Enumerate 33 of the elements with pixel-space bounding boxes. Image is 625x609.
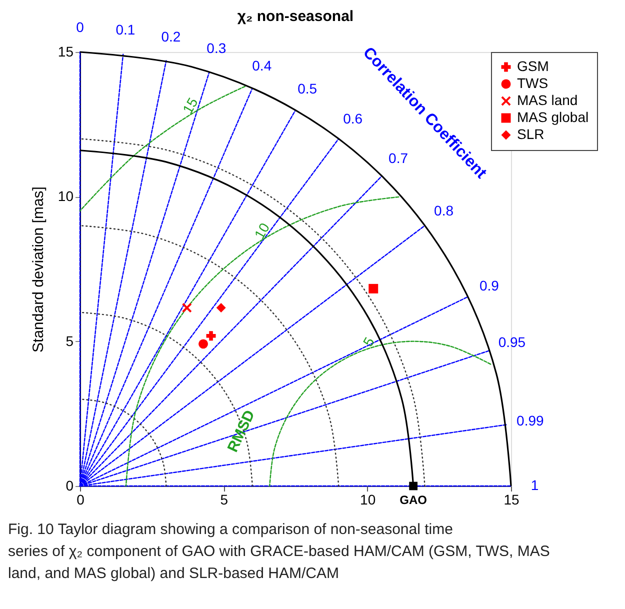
series-label: 1 (530, 477, 539, 493)
x-tick-label: 0 (76, 492, 85, 508)
series-label: 0.7 (388, 150, 408, 166)
text: 10 (251, 220, 273, 242)
series-label: 0 (76, 19, 84, 36)
series-label: 0.3 (206, 40, 226, 56)
legend-label: MAS global (517, 109, 589, 125)
annotation: GAO (400, 493, 427, 507)
series-label: 0.8 (434, 202, 454, 218)
text: 15 (179, 94, 201, 116)
series-label: 0.5 (298, 80, 318, 96)
series-label: 0.4 (252, 57, 272, 74)
caption: Fig. 10 Taylor diagram showing a comparison of non-seasonal time series of χ₂ component of GAO with GRACE-based HAM/CAM (GSM, TWS, MAS land, and MAS global) and SLR-based HAM/CAM (8, 521, 550, 582)
series-label: 0.6 (343, 110, 363, 127)
y-axis-title: Standard deviation [mas] (30, 186, 47, 352)
x-tick-label: 5 (220, 492, 228, 508)
y-tick-label: 15 (58, 44, 74, 60)
y-tick-label: 5 (66, 332, 74, 349)
legend-label: TWS (517, 75, 548, 91)
x-tick-label: 10 (360, 492, 376, 508)
text: 5 (360, 334, 378, 350)
x-tick-label: 15 (504, 492, 520, 508)
series-label: 0.1 (116, 22, 136, 38)
legend-label: MAS land (517, 92, 578, 108)
y-tick-label: 0 (66, 478, 74, 494)
legend-label: SLR (517, 126, 544, 142)
series-label: 0.99 (516, 412, 544, 428)
chart-title: χ₂ non-seasonal (237, 8, 354, 25)
series-label: 0.9 (480, 277, 500, 294)
series-label: 0.95 (498, 334, 526, 350)
legend-label: GSM (517, 58, 549, 74)
series-label: 0.2 (161, 28, 181, 44)
y-tick-label: 10 (58, 188, 74, 204)
